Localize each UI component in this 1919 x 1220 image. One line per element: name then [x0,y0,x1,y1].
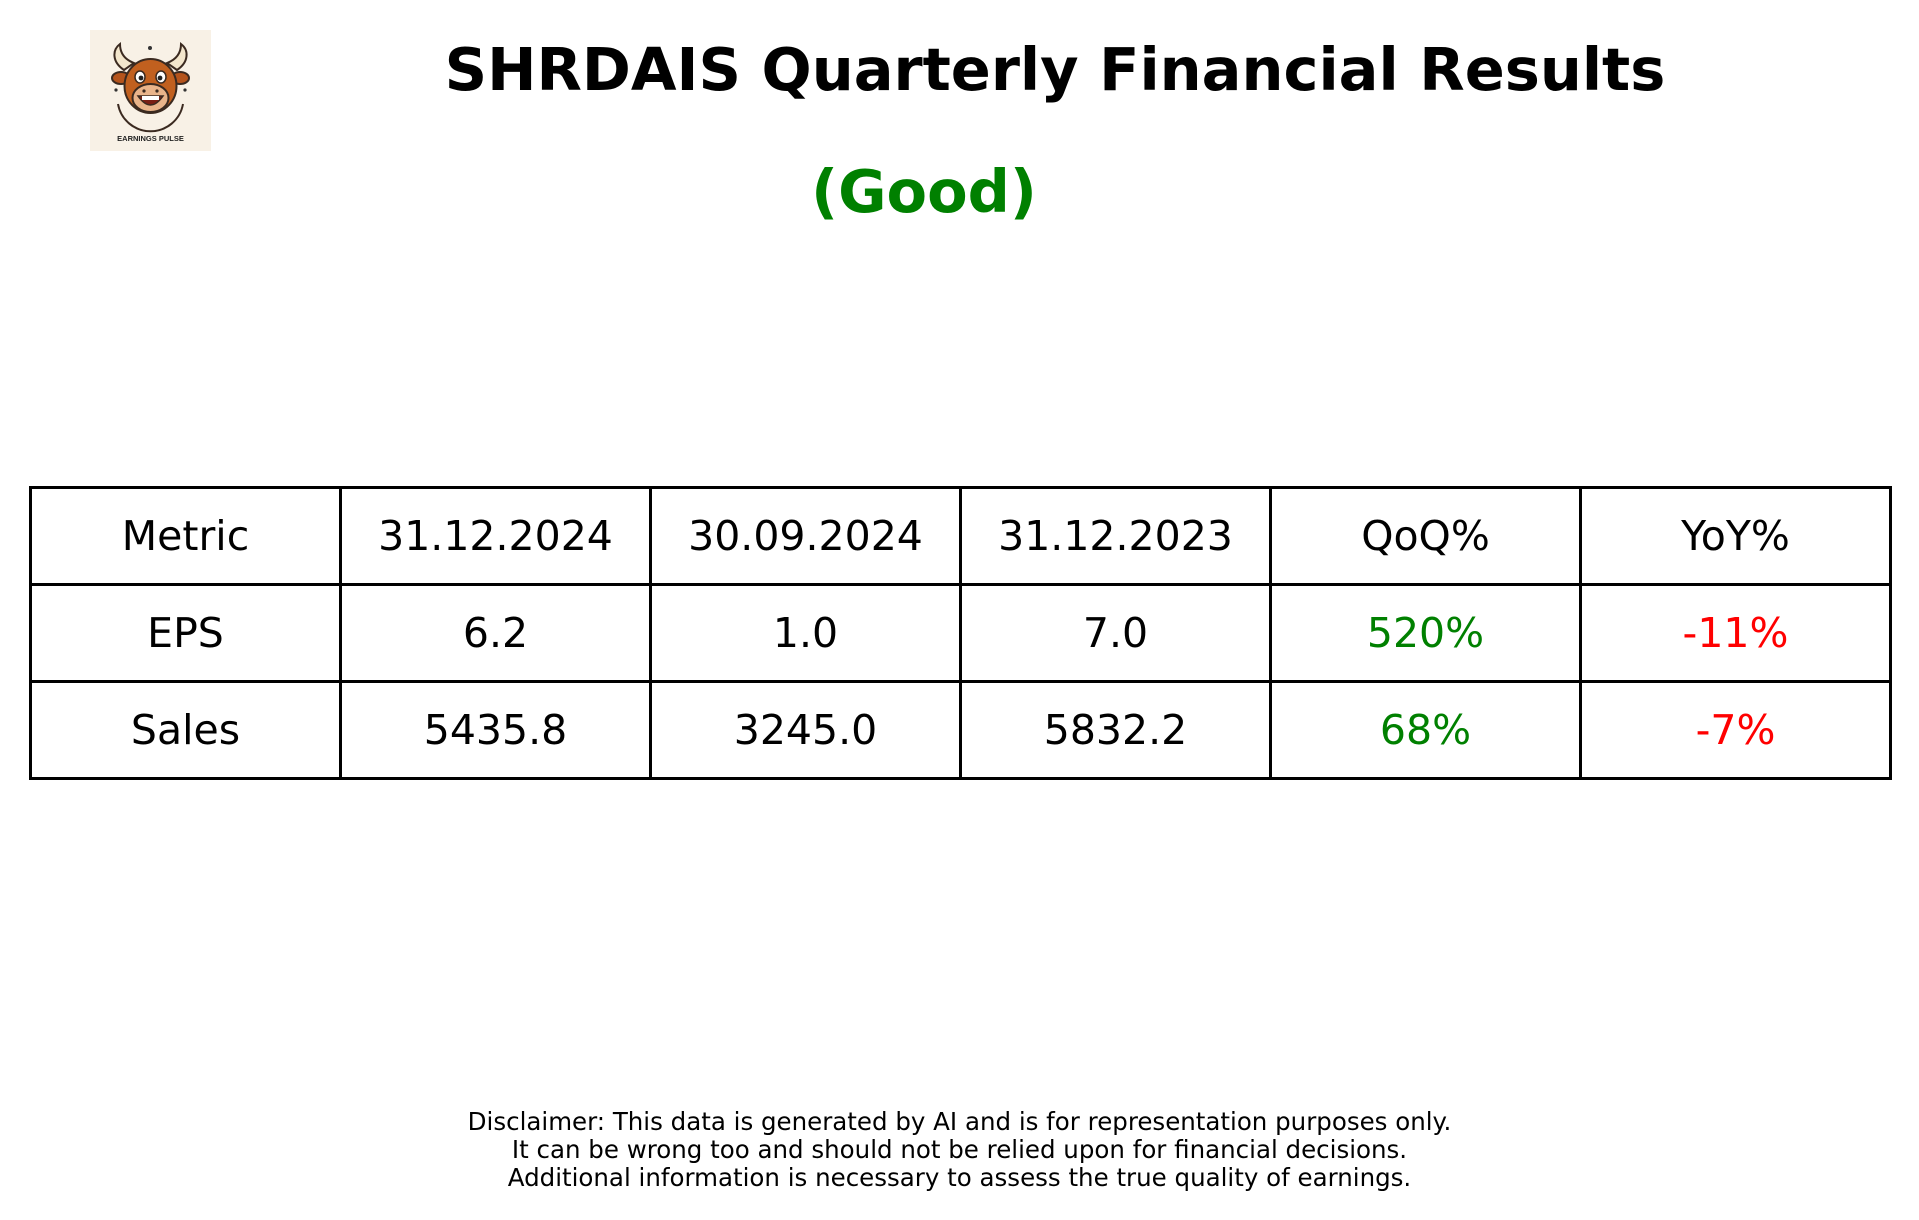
sales-q-sep-2024: 3245.0 [649,680,962,780]
header-qoq: QoQ% [1269,486,1582,586]
disclaimer-line: It can be wrong too and should not be re… [511,1135,1408,1164]
sales-q-dec-2023: 5832.2 [959,680,1272,780]
logo-text: EARNINGS PULSE [117,134,184,143]
sales-qoq: 68% [1269,680,1582,780]
disclaimer-line: Additional information is necessary to a… [507,1163,1412,1192]
eps-q-dec-2023: 7.0 [959,583,1272,683]
header-q-sep-2024: 30.09.2024 [649,486,962,586]
eps-metric-label: EPS [29,583,342,683]
eps-qoq: 520% [1269,583,1582,683]
table-header-row: Metric 31.12.2024 30.09.2024 31.12.2023 … [29,486,1892,586]
sales-metric-label: Sales [29,680,342,780]
eps-yoy: -11% [1579,583,1892,683]
header-q-dec-2023: 31.12.2023 [959,486,1272,586]
sales-q-dec-2024: 5435.8 [339,680,652,780]
disclaimer: Disclaimer: This data is generated by AI… [0,1108,1919,1192]
bull-mascot-icon: EARNINGS PULSE [111,41,190,143]
disclaimer-line: Disclaimer: This data is generated by AI… [467,1107,1452,1136]
header-yoy: YoY% [1579,486,1892,586]
financial-results-table: Metric 31.12.2024 30.09.2024 31.12.2023 … [29,486,1892,780]
sales-yoy: -7% [1579,680,1892,780]
earnings-pulse-logo: EARNINGS PULSE [90,30,211,151]
table-row: EPS 6.2 1.0 7.0 520% -11% [29,583,1892,683]
eps-q-dec-2024: 6.2 [339,583,652,683]
header-metric: Metric [29,486,342,586]
header-q-dec-2024: 31.12.2024 [339,486,652,586]
eps-q-sep-2024: 1.0 [649,583,962,683]
page-title: SHRDAIS Quarterly Financial Results [444,35,1666,104]
table-row: Sales 5435.8 3245.0 5832.2 68% -7% [29,680,1892,780]
earnings-rating-label: (Good) [811,157,1037,226]
